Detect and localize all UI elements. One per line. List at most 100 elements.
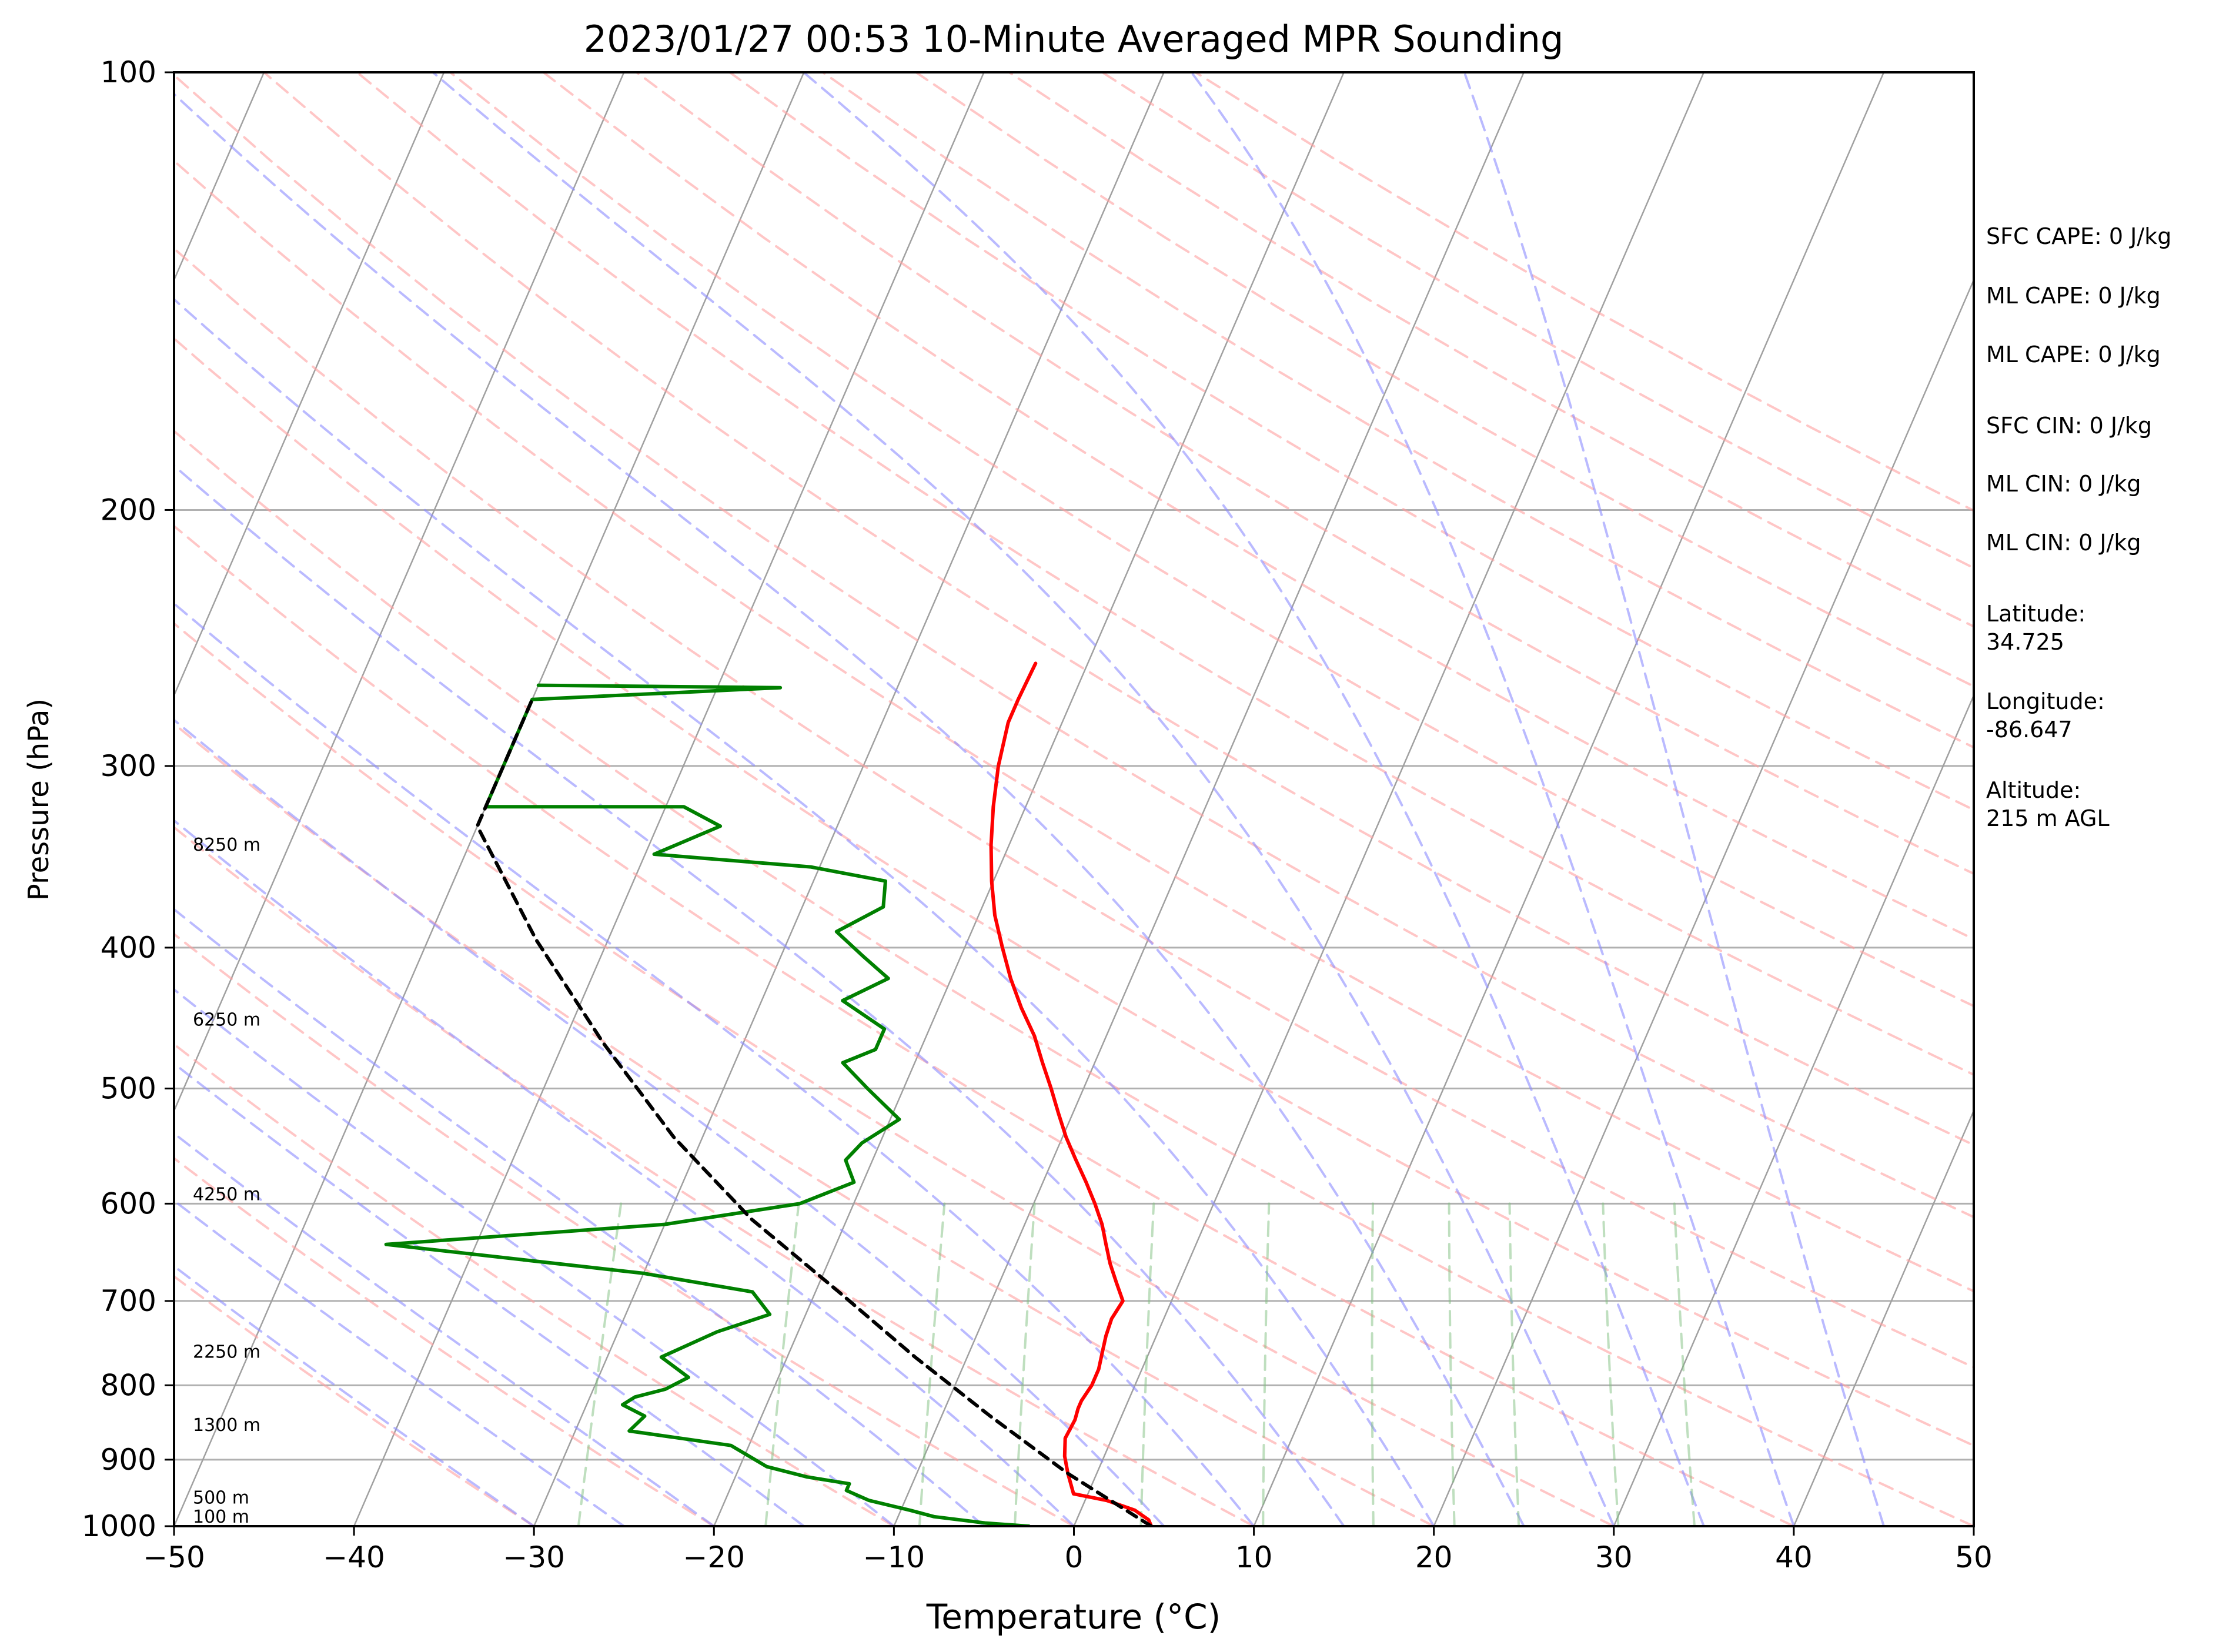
info-line: Latitude:	[1986, 601, 2085, 627]
parcel-path-line	[475, 697, 1154, 1526]
y-tick-label: 800	[101, 1368, 156, 1402]
info-line: -86.647	[1986, 717, 2073, 743]
dry-adiabat	[174, 1275, 536, 1526]
isotherm-line	[1253, 72, 1885, 1526]
mixing-ratio-lines	[577, 1202, 1696, 1526]
mixing-ratio-line	[764, 1202, 800, 1526]
isotherm-line	[893, 72, 1525, 1526]
info-line: ML CIN: 0 J/kg	[1986, 530, 2141, 556]
moist-adiabat	[174, 1199, 626, 1526]
plot-area	[174, 72, 1974, 1526]
info-line: 215 m AGL	[1986, 805, 2110, 831]
x-axis-ticks: −50 −40 −30 −20 −10 0 10 20 30 40 50	[143, 1526, 1993, 1574]
info-line: ML CAPE: 0 J/kg	[1986, 342, 2161, 367]
info-line: ML CAPE: 0 J/kg	[1986, 283, 2161, 309]
moist-adiabat	[1463, 72, 1885, 1526]
isotherm-line	[1433, 278, 1974, 1526]
y-tick-label: 200	[101, 493, 156, 527]
moist-adiabat	[174, 1265, 536, 1526]
mixing-ratio-line	[918, 1202, 946, 1526]
dry-adiabat	[174, 159, 1974, 1293]
dry-adiabat	[174, 73, 1974, 1219]
mixing-ratio-line	[1673, 1202, 1696, 1526]
height-label: 6250 m	[193, 1009, 260, 1030]
dry-adiabat	[174, 247, 1974, 1369]
info-line: 34.725	[1986, 629, 2064, 655]
y-tick-label: 500	[101, 1072, 156, 1106]
y-tick-label: 400	[101, 931, 156, 965]
mixing-ratio-line	[1262, 1202, 1271, 1526]
pressure-grid-lines	[174, 72, 1974, 1526]
x-tick-label: 40	[1775, 1540, 1813, 1574]
dewpoint-line	[384, 683, 1031, 1526]
isotherm-line	[533, 72, 1165, 1526]
dry-adiabat	[915, 72, 1974, 688]
moist-adiabat	[174, 718, 1165, 1526]
dry-adiabat	[174, 1156, 716, 1526]
mixing-ratio-line	[1013, 1202, 1036, 1526]
moist-adiabat	[802, 72, 1705, 1526]
x-tick-label: −20	[683, 1540, 746, 1574]
x-tick-label: 0	[1065, 1540, 1084, 1574]
info-panel: SFC CAPE: 0 J/kg ML CAPE: 0 J/kg ML CAPE: …	[1986, 223, 2171, 831]
y-axis-title: Pressure (hPa)	[22, 698, 55, 901]
info-line: Longitude:	[1986, 688, 2105, 714]
height-label: 8250 m	[193, 835, 260, 855]
mixing-ratio-line	[1448, 1202, 1456, 1526]
moist-adiabats	[174, 72, 1885, 1526]
dry-adiabat	[174, 722, 1435, 1526]
moist-adiabat	[174, 819, 1075, 1526]
height-label: 100 m	[193, 1507, 249, 1527]
x-tick-label: 30	[1595, 1540, 1633, 1574]
mixing-ratio-line	[1371, 1202, 1375, 1526]
y-tick-label: 1000	[82, 1509, 156, 1543]
isotherm-line	[174, 72, 445, 698]
moist-adiabat	[174, 92, 1525, 1526]
dry-adiabat	[174, 825, 1255, 1526]
dry-adiabat	[262, 72, 1974, 1146]
y-tick-label: 600	[101, 1186, 156, 1220]
x-tick-label: −10	[863, 1540, 925, 1574]
x-tick-label: 10	[1235, 1540, 1273, 1574]
y-tick-label: 700	[101, 1284, 156, 1318]
y-tick-label: 300	[101, 749, 156, 783]
dry-adiabat	[174, 622, 1615, 1526]
chart-title: 2023/01/27 00:53 10-Minute Averaged MPR …	[584, 18, 1564, 61]
x-tick-label: 50	[1955, 1540, 1993, 1574]
info-line: SFC CIN: 0 J/kg	[1986, 413, 2152, 439]
x-axis-title: Temperature (°C)	[926, 1597, 1221, 1637]
moist-adiabat	[174, 908, 985, 1526]
isotherm-line	[1793, 1109, 1974, 1526]
moist-adiabat	[174, 988, 895, 1526]
x-tick-label: −50	[143, 1540, 205, 1574]
isotherm-line	[1613, 693, 1974, 1526]
height-label: 1300 m	[193, 1415, 260, 1436]
mixing-ratio-line	[1139, 1202, 1155, 1526]
mixing-ratio-line	[1508, 1202, 1520, 1526]
moist-adiabat	[1190, 72, 1795, 1526]
dry-adiabat	[635, 72, 1974, 875]
info-line: Altitude:	[1986, 777, 2081, 803]
sounding-series	[384, 661, 1154, 1526]
isotherm-line	[174, 72, 625, 1113]
y-axis-ticks: 1000 900 800 700 600 500 400 300 200 100	[82, 55, 174, 1543]
height-label: 500 m	[193, 1487, 249, 1508]
moist-adiabat	[174, 602, 1255, 1526]
x-tick-label: 20	[1415, 1540, 1453, 1574]
x-tick-label: −40	[323, 1540, 385, 1574]
plot-frame	[173, 71, 1975, 1527]
dry-adiabat	[174, 932, 1075, 1526]
height-label: 2250 m	[193, 1342, 260, 1362]
dry-adiabats	[174, 72, 1974, 1526]
info-line: SFC CAPE: 0 J/kg	[1986, 223, 2171, 249]
height-label: 4250 m	[193, 1184, 260, 1205]
dry-adiabat	[728, 72, 1974, 811]
isotherm-line	[713, 72, 1345, 1526]
isotherm-line	[1073, 72, 1704, 1526]
moist-adiabat	[174, 464, 1345, 1526]
dry-adiabat	[542, 72, 1974, 941]
isotherm-line	[353, 72, 985, 1526]
dry-adiabat	[174, 429, 1974, 1526]
